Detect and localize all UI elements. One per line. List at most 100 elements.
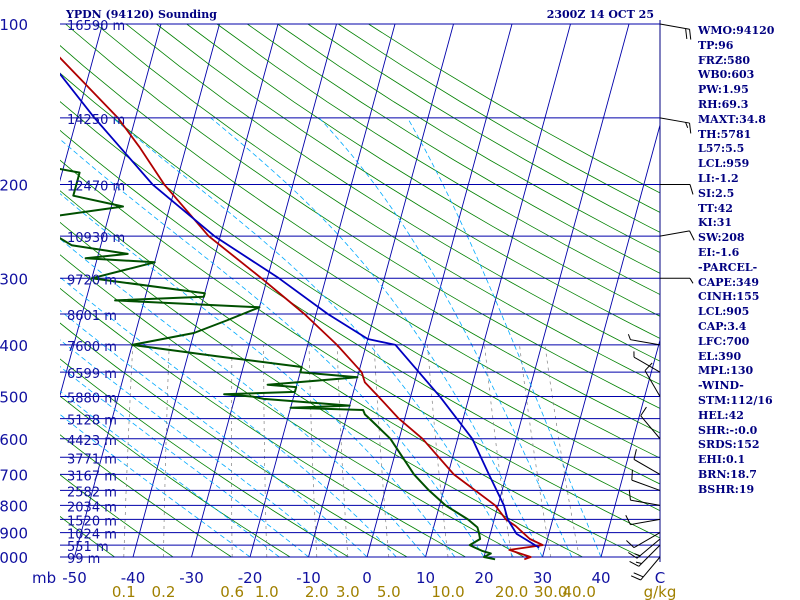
- parameter-item: EHI:0.1: [698, 453, 746, 467]
- temperature-unit-label: C: [655, 569, 665, 587]
- height-label: 5128 m: [67, 414, 117, 429]
- parameter-item: WB0:603: [698, 68, 755, 82]
- pressure-unit-label: mb: [32, 569, 56, 587]
- wind-barb: [659, 230, 695, 241]
- parameter-item: WMO:94120: [698, 24, 775, 37]
- parameter-item: CAPE:349: [698, 275, 759, 289]
- parameter-item: TT:42: [698, 201, 733, 215]
- temperature-tick-label: 20: [474, 569, 493, 587]
- dry-adiabat-line: [65, 23, 660, 409]
- temperature-tick-label: -10: [296, 569, 321, 587]
- parameter-item: TP:96: [698, 38, 734, 52]
- height-label: 1520 m: [67, 514, 117, 529]
- moist-adiabat-line: [60, 193, 456, 558]
- wind-barb: [660, 277, 694, 284]
- pressure-tick-label: 800: [0, 497, 28, 515]
- chart-title: YPDN (94120) Sounding: [66, 8, 217, 21]
- wind-barb: [628, 489, 661, 506]
- wind-barb: [630, 556, 661, 581]
- mixing-ratio-tick-label: 10.0: [431, 583, 464, 600]
- parameter-item: KI:31: [698, 216, 733, 230]
- moist-adiabat-line: [60, 138, 485, 558]
- height-label: 10930 m: [67, 231, 125, 246]
- parameter-item: EL:390: [698, 349, 742, 363]
- height-label: 8601 m: [67, 309, 117, 324]
- parameter-item: SRDS:152: [698, 438, 760, 452]
- pressure-tick-label: 900: [0, 525, 28, 543]
- mixing-ratio-line: [263, 344, 268, 558]
- isotherm-line: [191, 23, 337, 558]
- parameter-item: MAXT:34.8: [698, 112, 766, 126]
- mixing-ratio-unit-label: g/kg: [644, 583, 677, 600]
- mixing-ratio-tick-label: 3.0: [336, 583, 360, 600]
- parameter-item: BSHR:19: [698, 482, 755, 496]
- height-label: 4423 m: [67, 434, 117, 449]
- parameter-item: STM:112/16: [698, 393, 773, 407]
- temperature-tick-label: 30: [533, 569, 552, 587]
- temperature-tick-label: 0: [362, 569, 372, 587]
- wind-barb: [625, 515, 661, 526]
- moist-adiabat-line: [60, 365, 309, 558]
- parameter-item: LFC:700: [698, 334, 750, 348]
- moist-adiabat-line: [60, 413, 251, 558]
- mixing-ratio-line: [373, 344, 390, 558]
- height-label: 99 m: [67, 552, 100, 567]
- mixing-ratio-tick-label: 5.0: [377, 583, 401, 600]
- parameter-item: L57:5.5: [698, 142, 745, 156]
- parameter-item: LI:-1.2: [698, 171, 739, 185]
- parameter-item: HEL:42: [698, 408, 744, 422]
- wind-barb: [628, 538, 661, 559]
- moist-adiabat-line: [60, 339, 339, 558]
- temperature-tick-label: 10: [416, 569, 435, 587]
- height-label: 6599 m: [67, 367, 117, 382]
- wind-barb: [627, 334, 661, 346]
- parameter-item: SI:2.5: [698, 186, 735, 200]
- isotherm-line: [542, 123, 660, 558]
- temperature-tick-label: 40: [591, 569, 610, 587]
- height-label: 551 m: [67, 540, 109, 555]
- temperature-tick-label: -20: [238, 569, 263, 587]
- wind-barb: [659, 23, 692, 40]
- dry-adiabat-line: [60, 322, 408, 558]
- dewpoint-line: [60, 167, 496, 561]
- moist-adiabat-line: [407, 117, 602, 558]
- temperature-tick-label: -30: [179, 569, 204, 587]
- parameter-item: BRN:18.7: [698, 467, 757, 481]
- wind-barb: [633, 449, 661, 475]
- temperature-tick-label: -40: [121, 569, 146, 587]
- height-label: 1024 m: [67, 528, 117, 543]
- wind-barb: [659, 117, 692, 134]
- isotherm-line: [60, 23, 162, 397]
- parameter-item: -PARCEL-: [698, 260, 758, 274]
- height-label: 16590 m: [67, 19, 125, 34]
- pressure-tick-label: 400: [0, 337, 28, 355]
- height-label: 2034 m: [67, 500, 117, 515]
- isotherm-line: [600, 338, 660, 558]
- parameter-item: -WIND-: [698, 379, 744, 393]
- parameter-item: CAP:3.4: [698, 319, 747, 333]
- isotherm-line: [60, 23, 103, 182]
- sounding-parameters: WMO:94120 TP:96 FRZ:580 WB0:603 PW:1.95 RH:69…: [698, 24, 774, 498]
- moist-adiabat-line: [318, 117, 573, 558]
- mixing-ratio-tick-label: 1.0: [255, 583, 279, 600]
- mixing-ratio-tick-label: 40.0: [563, 583, 596, 600]
- wind-barb: [629, 544, 661, 567]
- wind-barb: [631, 469, 661, 491]
- temperature-tick-label: -50: [62, 569, 87, 587]
- moist-adiabat-line: [60, 390, 280, 558]
- wind-barb-column: [625, 23, 695, 581]
- mixing-ratio-line: [519, 344, 552, 558]
- height-label: 5880 m: [67, 392, 117, 407]
- mixing-ratio-tick-label: 2.0: [305, 583, 329, 600]
- parameter-item: CINH:155: [698, 290, 760, 304]
- temperature-line: [60, 56, 544, 561]
- pressure-tick-label: 100: [0, 16, 28, 34]
- mixing-ratio-tick-label: 0.2: [152, 583, 176, 600]
- parameter-item: RH:69.3: [698, 97, 749, 111]
- pressure-tick-label: 700: [0, 466, 28, 484]
- parameter-item: FRZ:580: [698, 53, 751, 67]
- height-label: 3167 m: [67, 469, 117, 484]
- sounding-time: 2300Z 14 OCT 25: [546, 8, 654, 21]
- isotherm-line: [132, 23, 279, 558]
